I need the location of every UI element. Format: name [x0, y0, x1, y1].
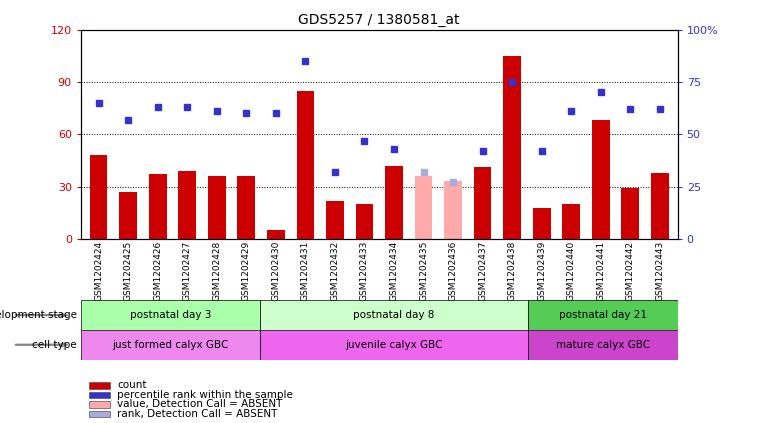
Text: rank, Detection Call = ABSENT: rank, Detection Call = ABSENT: [117, 409, 278, 419]
Bar: [528, 300, 678, 330]
Text: GSM1202430: GSM1202430: [271, 241, 280, 301]
Text: GSM1202429: GSM1202429: [242, 241, 251, 301]
Bar: [81, 300, 260, 330]
Text: GSM1202440: GSM1202440: [567, 241, 576, 301]
Text: GSM1202443: GSM1202443: [655, 241, 665, 301]
Text: postnatal day 21: postnatal day 21: [559, 310, 647, 320]
Bar: [504, 56, 521, 239]
Bar: [260, 300, 528, 330]
Bar: [149, 174, 166, 239]
Bar: [415, 176, 433, 239]
Text: percentile rank within the sample: percentile rank within the sample: [117, 390, 293, 400]
Text: mature calyx GBC: mature calyx GBC: [556, 340, 650, 350]
Bar: [592, 120, 610, 239]
Text: development stage: development stage: [0, 310, 77, 320]
Text: just formed calyx GBC: just formed calyx GBC: [112, 340, 229, 350]
Bar: [528, 330, 678, 360]
Bar: [267, 230, 285, 239]
Text: GSM1202431: GSM1202431: [301, 241, 310, 301]
Bar: [356, 204, 373, 239]
Text: GSM1202439: GSM1202439: [537, 241, 546, 301]
Title: GDS5257 / 1380581_at: GDS5257 / 1380581_at: [299, 13, 460, 27]
Text: cell type: cell type: [32, 340, 77, 350]
Text: GSM1202441: GSM1202441: [596, 241, 605, 301]
Bar: [326, 201, 343, 239]
Text: GSM1202436: GSM1202436: [449, 241, 457, 301]
Bar: [89, 401, 109, 408]
Text: GSM1202435: GSM1202435: [419, 241, 428, 301]
Bar: [533, 208, 551, 239]
Bar: [89, 382, 109, 389]
Bar: [562, 204, 580, 239]
Bar: [179, 171, 196, 239]
Bar: [89, 392, 109, 398]
Text: count: count: [117, 380, 147, 390]
Text: GSM1202427: GSM1202427: [182, 241, 192, 301]
Text: juvenile calyx GBC: juvenile calyx GBC: [346, 340, 443, 350]
Bar: [119, 192, 137, 239]
Bar: [444, 181, 462, 239]
Text: postnatal day 3: postnatal day 3: [129, 310, 211, 320]
Text: GSM1202437: GSM1202437: [478, 241, 487, 301]
Bar: [474, 168, 491, 239]
Text: GSM1202434: GSM1202434: [390, 241, 399, 301]
Text: GSM1202433: GSM1202433: [360, 241, 369, 301]
Bar: [81, 330, 260, 360]
Text: GSM1202438: GSM1202438: [507, 241, 517, 301]
Bar: [90, 155, 108, 239]
Bar: [385, 166, 403, 239]
Bar: [260, 330, 528, 360]
Bar: [237, 176, 255, 239]
Text: GSM1202424: GSM1202424: [94, 241, 103, 301]
Bar: [208, 176, 226, 239]
Text: postnatal day 8: postnatal day 8: [353, 310, 435, 320]
Text: value, Detection Call = ABSENT: value, Detection Call = ABSENT: [117, 399, 283, 409]
Bar: [651, 173, 668, 239]
Bar: [621, 188, 639, 239]
Bar: [296, 91, 314, 239]
Text: GSM1202428: GSM1202428: [213, 241, 221, 301]
Text: GSM1202432: GSM1202432: [330, 241, 340, 301]
Text: GSM1202442: GSM1202442: [626, 241, 634, 301]
Text: GSM1202426: GSM1202426: [153, 241, 162, 301]
Bar: [89, 411, 109, 418]
Text: GSM1202425: GSM1202425: [124, 241, 132, 301]
